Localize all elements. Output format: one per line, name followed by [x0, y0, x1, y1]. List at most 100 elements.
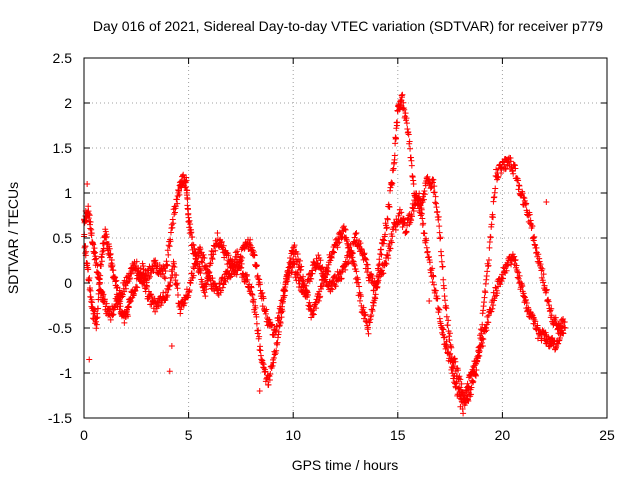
data-point [212, 247, 219, 254]
data-point [297, 275, 304, 282]
data-point [378, 251, 385, 258]
data-point [543, 199, 550, 205]
data-point [516, 182, 523, 189]
y-tick-label: -1 [60, 365, 73, 381]
data-point [308, 314, 315, 321]
data-point [186, 217, 193, 224]
data-point [319, 264, 326, 271]
data-point [310, 311, 317, 318]
data-point [103, 300, 110, 307]
data-point [362, 311, 369, 318]
data-point [389, 180, 396, 187]
x-tick-label: 25 [599, 427, 615, 443]
data-point [257, 347, 264, 354]
data-point [400, 99, 407, 106]
data-point [86, 285, 93, 292]
data-point [280, 294, 287, 301]
data-point [199, 259, 206, 266]
data-point [523, 300, 530, 307]
data-point [347, 241, 354, 248]
data-point [235, 251, 242, 258]
data-point [431, 183, 438, 190]
data-point [164, 262, 171, 269]
data-point [189, 241, 196, 248]
data-point [222, 278, 229, 285]
data-point [406, 138, 413, 145]
grid-lines [84, 58, 607, 418]
data-point [85, 266, 92, 273]
data-point [428, 184, 435, 191]
data-point [440, 276, 447, 283]
data-point [89, 299, 96, 306]
data-point [510, 170, 517, 177]
data-point [423, 237, 430, 244]
data-point [470, 378, 477, 385]
data-point [523, 200, 530, 207]
data-point [197, 267, 204, 274]
data-point [349, 250, 356, 257]
data-point [87, 225, 94, 232]
data-point [515, 269, 522, 276]
data-point [279, 308, 286, 315]
data-point [287, 254, 294, 261]
data-point [355, 279, 362, 286]
data-point [426, 259, 433, 266]
data-point [480, 336, 487, 343]
data-point [408, 162, 415, 169]
data-point [421, 191, 428, 198]
data-point [446, 330, 453, 337]
data-point [277, 320, 284, 327]
data-point [398, 209, 405, 216]
data-point [121, 319, 128, 326]
data-point [247, 236, 254, 243]
data-point [417, 199, 424, 206]
data-point [431, 189, 438, 196]
data-point [383, 261, 390, 268]
x-tick-label: 10 [285, 427, 301, 443]
data-point [182, 178, 189, 185]
data-point [353, 268, 360, 275]
plot-frame [83, 57, 608, 419]
data-point [220, 242, 227, 249]
data-point [396, 206, 403, 213]
data-point [296, 257, 303, 264]
y-axis-label: SDTVAR / TECUs [5, 182, 21, 294]
data-point [432, 199, 439, 206]
data-point [531, 233, 538, 240]
data-point [353, 229, 360, 236]
data-point [184, 187, 191, 194]
data-point [269, 362, 276, 369]
y-tick-label: 0 [64, 275, 72, 291]
data-point [270, 355, 277, 362]
data-point [356, 297, 363, 304]
data-point [176, 191, 183, 198]
data-point [274, 339, 281, 346]
data-point [453, 378, 460, 385]
data-point [84, 181, 91, 187]
data-point [341, 226, 348, 233]
data-point [290, 244, 297, 251]
data-point [192, 261, 199, 268]
data-point [238, 260, 245, 267]
data-point [201, 254, 208, 261]
data-point [114, 284, 121, 291]
data-point [511, 253, 518, 260]
data-point [107, 316, 114, 323]
data-point [135, 268, 142, 275]
data-point [552, 314, 559, 321]
y-tick-label: 0.5 [53, 230, 73, 246]
data-point [393, 125, 400, 132]
data-point [372, 291, 379, 298]
data-point [492, 185, 499, 192]
data-point [368, 312, 375, 319]
data-point [438, 252, 445, 259]
data-point [317, 257, 324, 264]
data-point [101, 296, 108, 303]
data-point [190, 242, 197, 249]
data-point [98, 262, 105, 269]
data-point [532, 318, 539, 325]
data-point [407, 145, 414, 152]
data-point [91, 256, 98, 263]
data-point [187, 221, 194, 228]
data-point [416, 190, 423, 197]
